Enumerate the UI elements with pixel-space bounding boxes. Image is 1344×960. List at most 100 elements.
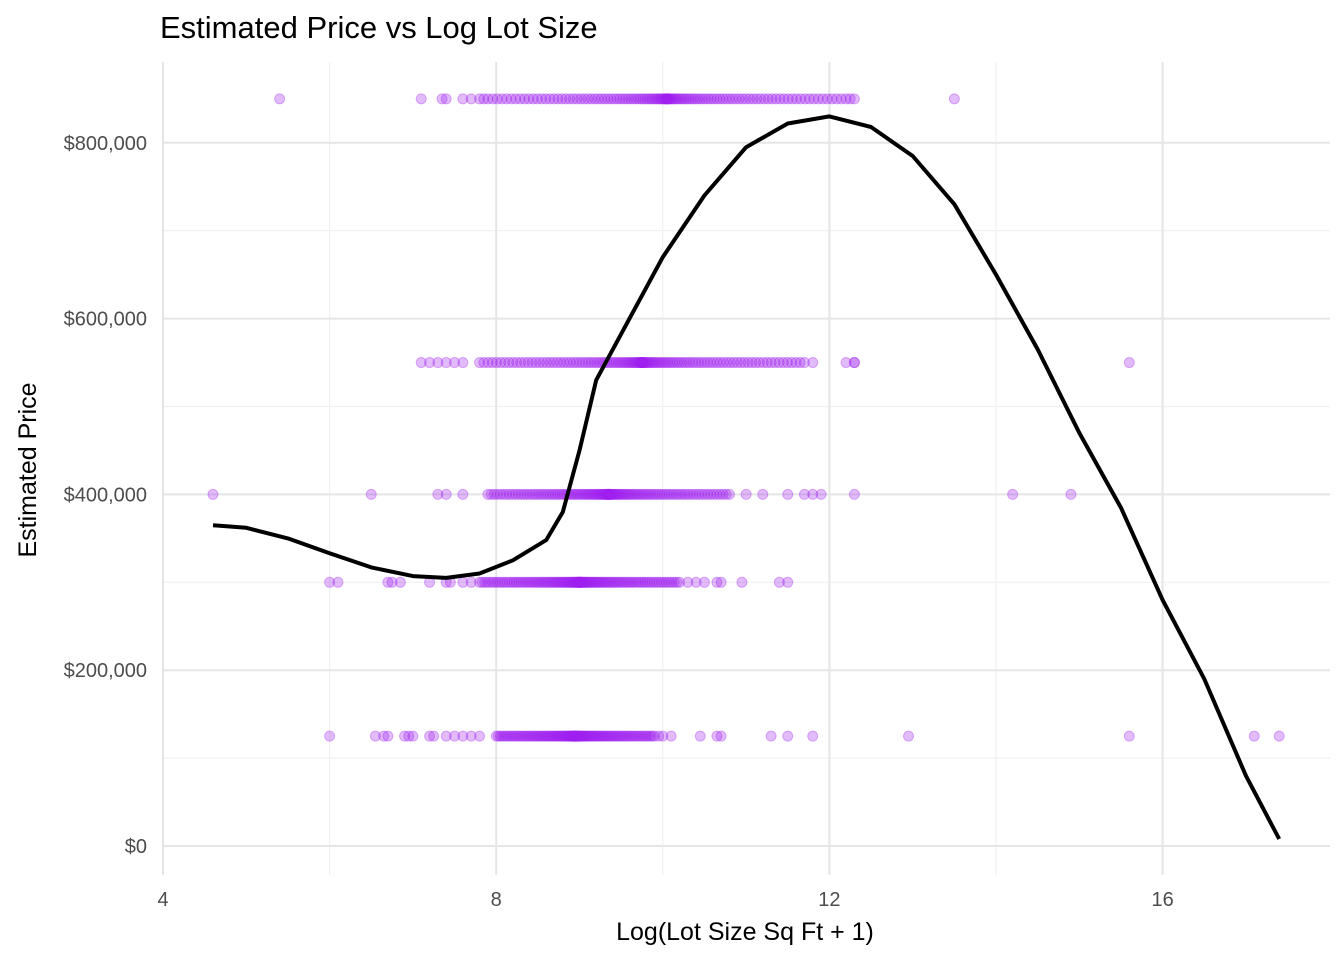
data-point [592,576,604,588]
data-point [607,730,619,742]
data-point [588,730,600,742]
data-point [440,93,452,105]
data-point [525,576,537,588]
data-point [488,488,500,500]
data-point [550,730,562,742]
data-point [642,488,654,500]
data-point [757,488,769,500]
data-point [683,93,695,105]
data-point [583,730,595,742]
data-point [700,93,712,105]
data-point [602,488,614,500]
data-point [589,576,601,588]
data-point [657,730,669,742]
data-point [546,576,558,588]
data-point [701,357,713,369]
data-point [696,488,708,500]
data-point [531,730,543,742]
data-point [638,730,650,742]
data-point [651,488,663,500]
data-point [636,488,648,500]
data-point [590,730,602,742]
data-point [645,93,657,105]
data-point [589,730,601,742]
data-point [574,576,586,588]
data-point [573,576,585,588]
data-point [635,93,647,105]
data-point [506,576,518,588]
data-point [571,488,583,500]
data-point [634,488,646,500]
data-point [465,730,477,742]
data-point [634,357,646,369]
data-point [682,576,694,588]
data-point [600,576,612,588]
data-point [799,93,811,105]
data-point [527,93,539,105]
data-point [440,488,452,500]
data-point [603,576,615,588]
data-point [698,576,710,588]
data-point [478,93,490,105]
data-point [773,576,785,588]
data-point [627,488,639,500]
data-point [407,730,419,742]
data-point [598,576,610,588]
data-point [550,576,562,588]
data-point [649,488,661,500]
data-point [693,488,705,500]
data-point [606,488,618,500]
data-point [738,357,750,369]
data-point [526,357,538,369]
data-point [668,576,680,588]
data-point [608,488,620,500]
data-point [474,93,486,105]
data-point [605,576,617,588]
data-point [595,730,607,742]
data-point [542,730,554,742]
data-point [537,576,549,588]
data-point [639,576,651,588]
data-point [510,576,522,588]
data-point [601,576,613,588]
data-point [620,93,632,105]
data-point [798,357,810,369]
data-point [625,730,637,742]
data-point [715,730,727,742]
data-point [541,576,553,588]
data-point [673,357,685,369]
data-point [565,576,577,588]
data-point [668,488,680,500]
data-point [274,93,286,105]
data-point [1065,488,1077,500]
data-point [632,576,644,588]
data-point [573,576,585,588]
data-point [746,357,758,369]
data-point [597,488,609,500]
smooth-curve [212,114,1281,840]
data-point [777,357,789,369]
data-point [692,93,704,105]
data-point [537,488,549,500]
data-point [637,357,649,369]
data-point [651,576,663,588]
data-point [578,488,590,500]
data-point [684,488,696,500]
data-point [848,357,860,369]
data-point [662,93,674,105]
data-point [661,93,673,105]
data-point [552,488,564,500]
data-point [606,730,618,742]
data-point [559,576,571,588]
data-point [821,93,833,105]
data-point [514,93,526,105]
data-point [534,488,546,500]
data-point [632,488,644,500]
data-point [598,488,610,500]
data-point [655,576,667,588]
data-point [530,357,542,369]
data-point [625,357,637,369]
data-point [647,93,659,105]
data-point [606,576,618,588]
data-point [508,576,520,588]
